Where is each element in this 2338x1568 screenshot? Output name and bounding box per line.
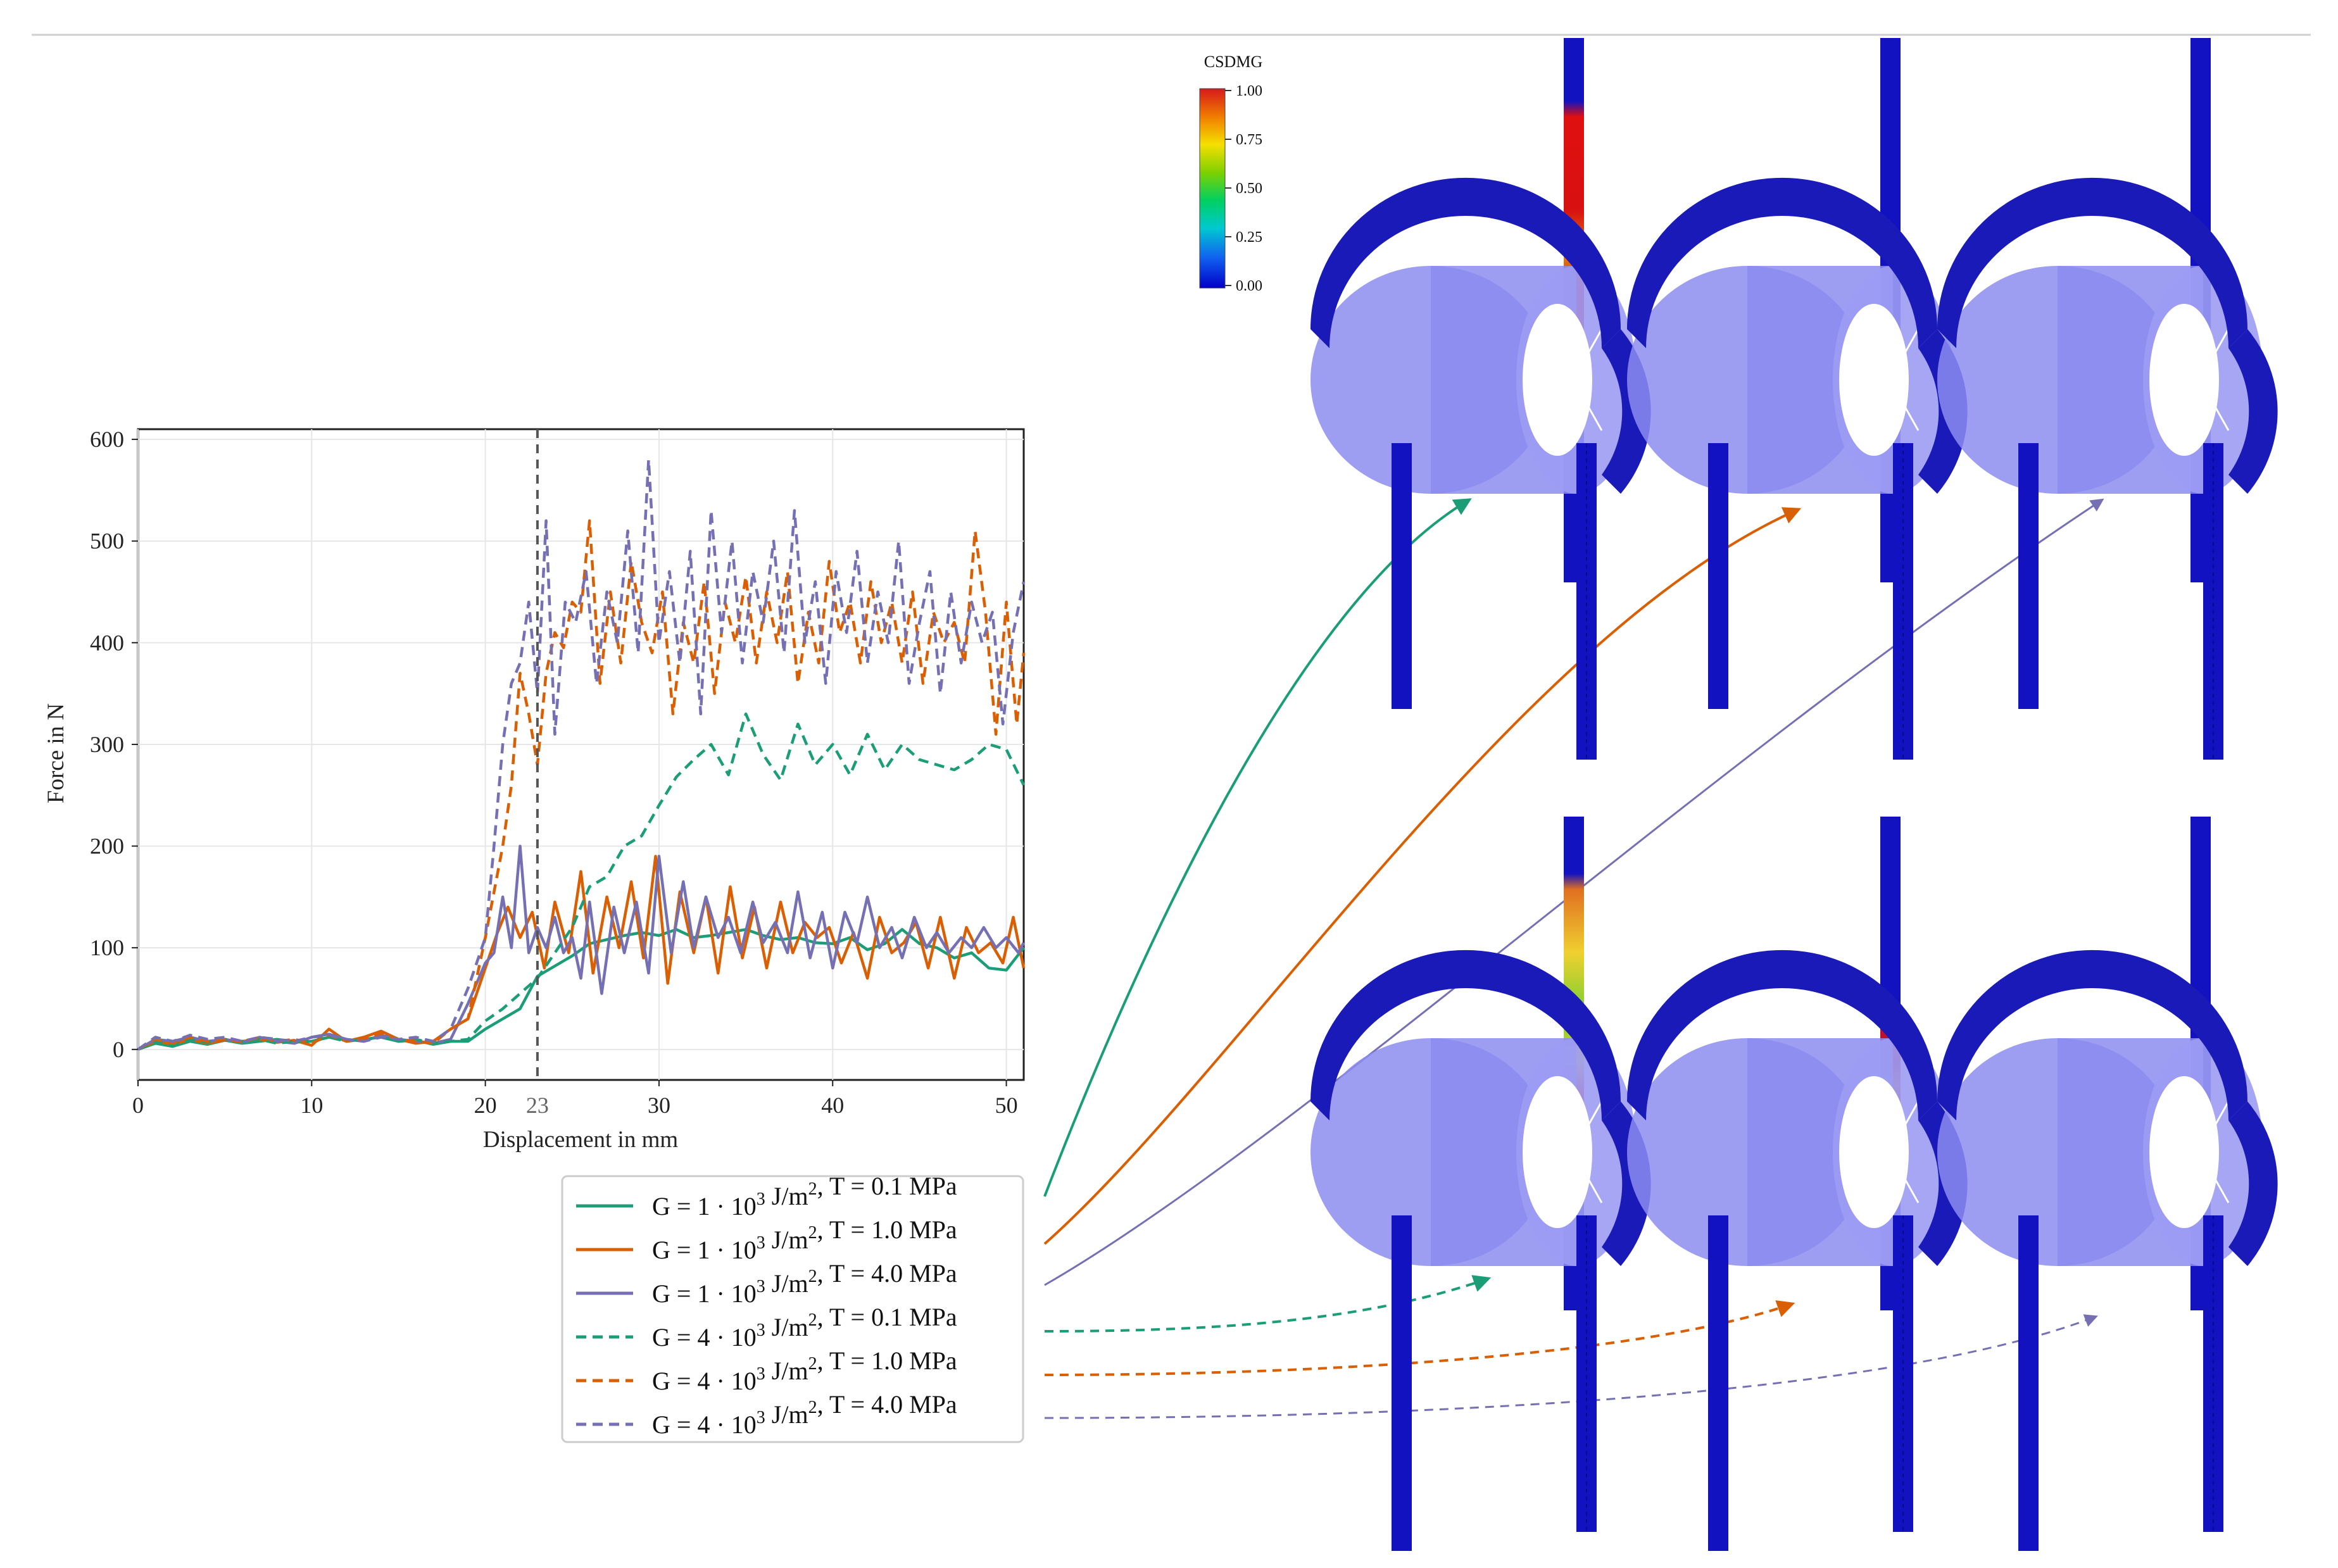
arrow-g1-t10 — [1043, 507, 1802, 1245]
y-tick-label: 0 — [113, 1037, 124, 1062]
legend-superscript: 2 — [808, 1223, 817, 1243]
legend-superscript: 3 — [757, 1189, 765, 1209]
legend-superscript: 3 — [757, 1364, 765, 1384]
legend-label-6: G = 4 · 103 J/m2, T = 4.0 MPa — [652, 1390, 957, 1439]
colorbar-tick-label: 0.25 — [1236, 229, 1262, 246]
y-tick-label: 500 — [90, 529, 124, 554]
arrow-g4-t40 — [1044, 1314, 2098, 1419]
series-line-6 — [137, 458, 1026, 1051]
legend-label-2: G = 1 · 103 J/m2, T = 1.0 MPa — [652, 1215, 957, 1264]
plot-area — [137, 428, 1025, 1081]
colorbar-ticks: 1.00 0.75 0.50 0.25 0.00 — [1225, 83, 1262, 294]
specimen-bottom-middle — [1626, 817, 1969, 1551]
arrow-g4-t10 — [1044, 1300, 1795, 1376]
y-axis-label: Force in N — [43, 703, 69, 803]
legend-text-part: , T = 4.0 MPa — [817, 1390, 957, 1419]
specimen-bottom-left — [1309, 817, 1652, 1551]
legend-text-part: J/m — [765, 1357, 808, 1385]
legend-text-part: , T = 0.1 MPa — [817, 1172, 957, 1200]
specimen-top-middle — [1626, 38, 1969, 761]
x-tick-label: 10 — [300, 1093, 323, 1118]
x-tick-label: 30 — [648, 1093, 670, 1118]
legend-superscript: 3 — [757, 1233, 765, 1253]
legend-text-part: , T = 0.1 MPa — [817, 1303, 957, 1331]
legend-text-part: G = 4 · 10 — [652, 1367, 757, 1395]
legend-text-part: , T = 4.0 MPa — [817, 1259, 957, 1288]
colorbar-tick-label: 0.00 — [1236, 278, 1262, 294]
legend-text-part: G = 4 · 10 — [652, 1410, 757, 1439]
legend-superscript: 2 — [808, 1310, 817, 1330]
y-tick-label: 100 — [90, 935, 124, 960]
series-line-4 — [137, 712, 1026, 1051]
arrow-g4-t01 — [1044, 1275, 1492, 1333]
legend-text-part: , T = 1.0 MPa — [817, 1215, 957, 1244]
legend-text-part: G = 1 · 10 — [652, 1192, 757, 1220]
legend-label-4: G = 4 · 103 J/m2, T = 0.1 MPa — [652, 1303, 957, 1352]
vline-label: 23 — [526, 1093, 549, 1118]
series-layer — [137, 458, 1026, 1051]
legend-text-part: J/m — [765, 1400, 808, 1429]
damage-colorbar: CSDMG 1.00 0.75 0.50 0.25 0.00 — [1199, 53, 1262, 294]
legend-superscript: 3 — [757, 1408, 765, 1427]
colorbar-tick-label: 0.50 — [1236, 180, 1262, 197]
legend-superscript: 2 — [808, 1398, 817, 1417]
legend-superscript: 3 — [757, 1277, 765, 1296]
legend-text-part: G = 4 · 10 — [652, 1323, 757, 1352]
x-tick-label: 0 — [132, 1093, 144, 1118]
legend-text-part: J/m — [765, 1313, 808, 1341]
y-tick-label: 200 — [90, 834, 124, 859]
x-tick-label: 50 — [995, 1093, 1018, 1118]
legend-text-part: J/m — [765, 1182, 808, 1210]
legend-text-part: J/m — [765, 1226, 808, 1254]
y-tick-label: 300 — [90, 732, 124, 757]
legend-label-1: G = 1 · 103 J/m2, T = 0.1 MPa — [652, 1172, 957, 1220]
series-line-3 — [137, 844, 1026, 1051]
legend-superscript: 2 — [808, 1267, 817, 1286]
legend-label-5: G = 4 · 103 J/m2, T = 1.0 MPa — [652, 1346, 957, 1395]
legend-label-3: G = 1 · 103 J/m2, T = 4.0 MPa — [652, 1259, 957, 1308]
legend-text-part: J/m — [765, 1269, 808, 1298]
legend-superscript: 2 — [808, 1354, 817, 1374]
legend-text-part: , T = 1.0 MPa — [817, 1346, 957, 1375]
x-axis-label: Displacement in mm — [483, 1127, 678, 1153]
colorbar-tick-label: 1.00 — [1236, 83, 1262, 99]
legend-text-part: G = 1 · 10 — [652, 1279, 757, 1308]
x-tick-label: 20 — [474, 1093, 497, 1118]
specimen-top-right — [1936, 38, 2279, 761]
specimen-bottom-right — [1936, 817, 2279, 1551]
arrow-g1-t40 — [1044, 498, 2104, 1286]
legend-text-part: G = 1 · 10 — [652, 1236, 757, 1264]
x-tick-label: 40 — [821, 1093, 844, 1118]
reference-line: 23 — [526, 429, 549, 1118]
grid-lines — [137, 429, 1024, 1080]
specimen-top-left — [1309, 38, 1652, 761]
legend-frame — [561, 1175, 1024, 1443]
legend-superscript: 2 — [808, 1179, 817, 1199]
colorbar-gradient — [1199, 88, 1226, 289]
legend-superscript: 3 — [757, 1320, 765, 1340]
y-tick-label: 400 — [90, 630, 124, 655]
colorbar-title: CSDMG — [1204, 53, 1262, 71]
y-tick-label: 600 — [90, 427, 124, 452]
colorbar-tick-label: 0.75 — [1236, 132, 1262, 148]
